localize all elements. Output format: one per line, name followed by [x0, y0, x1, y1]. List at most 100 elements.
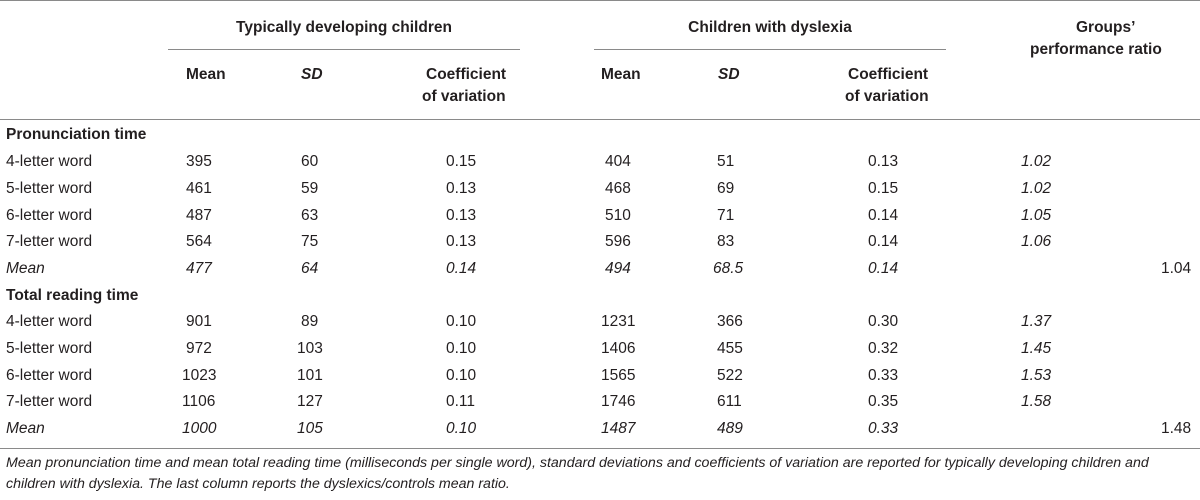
td-mean-cell: 972	[186, 340, 212, 357]
group2-underline	[594, 49, 946, 50]
header-td-mean: Mean	[186, 66, 226, 83]
dys-sd-cell: 51	[717, 153, 735, 170]
td-sd-cell: 64	[301, 260, 319, 277]
row-label: 4-letter word	[6, 153, 93, 170]
row-label: 7-letter word	[6, 233, 93, 250]
header-typically-developing: Typically developing children	[236, 19, 452, 36]
row-label: 6-letter word	[6, 367, 93, 384]
td-mean-cell: 487	[186, 207, 212, 224]
dys-cv-cell: 0.35	[868, 393, 899, 410]
td-cv-cell: 0.10	[446, 313, 477, 330]
td-mean-cell: 1106	[182, 393, 216, 410]
dys-mean-cell: 468	[605, 180, 631, 197]
dys-sd-cell: 71	[717, 207, 735, 224]
dys-sd-cell: 455	[717, 340, 743, 357]
ratio-cell: 1.06	[1021, 233, 1052, 250]
ratio-cell: 1.37	[1021, 313, 1052, 330]
dys-sd-cell: 83	[717, 233, 735, 250]
td-sd-cell: 75	[301, 233, 319, 250]
ratio-cell: 1.58	[1021, 393, 1052, 410]
dys-sd-cell: 366	[717, 313, 743, 330]
dys-mean-cell: 1565	[601, 367, 636, 384]
ratio-cell: 1.05	[1021, 207, 1052, 224]
td-sd-cell: 105	[297, 420, 323, 437]
td-sd-cell: 59	[301, 180, 319, 197]
dys-mean-cell: 1231	[601, 313, 636, 330]
dys-sd-cell: 611	[717, 393, 742, 410]
td-cv-cell: 0.10	[446, 420, 477, 437]
section-title-pronunciation: Pronunciation time	[6, 126, 147, 143]
dys-mean-cell: 510	[605, 207, 631, 224]
header-bottom-rule	[0, 119, 1200, 120]
header-dys-cv-line2: of variation	[845, 88, 929, 105]
row-label: 4-letter word	[6, 313, 93, 330]
dys-mean-cell: 494	[605, 260, 631, 277]
top-rule	[0, 0, 1200, 1]
dys-cv-cell: 0.30	[868, 313, 899, 330]
td-sd-cell: 103	[297, 340, 323, 357]
row-label: 7-letter word	[6, 393, 93, 410]
ratio-cell: 1.02	[1021, 153, 1052, 170]
ratio-cell: 1.02	[1021, 180, 1052, 197]
dys-sd-cell: 522	[717, 367, 743, 384]
td-cv-cell: 0.13	[446, 207, 477, 224]
row-label: 6-letter word	[6, 207, 93, 224]
header-dys-sd: SD	[718, 66, 740, 83]
row-label: 5-letter word	[6, 340, 93, 357]
dys-sd-cell: 489	[717, 420, 743, 437]
row-label: Mean	[6, 420, 45, 437]
table-bottom-rule	[0, 448, 1200, 449]
td-mean-cell: 1000	[182, 420, 217, 437]
header-td-cv-line1: Coefficient	[426, 66, 507, 83]
header-dys-cv-line1: Coefficient	[848, 66, 929, 83]
dys-mean-cell: 1406	[601, 340, 636, 357]
td-cv-cell: 0.13	[446, 233, 477, 250]
td-mean-cell: 395	[186, 153, 212, 170]
dys-sd-cell: 69	[717, 180, 735, 197]
td-cv-cell: 0.14	[446, 260, 477, 277]
header-dys-mean: Mean	[601, 66, 641, 83]
ratio-cell: 1.45	[1021, 340, 1052, 357]
td-sd-cell: 60	[301, 153, 319, 170]
td-cv-cell: 0.10	[446, 367, 477, 384]
group1-underline	[168, 49, 520, 50]
header-ratio-line1: Groups’	[1076, 19, 1136, 36]
dys-cv-cell: 0.33	[868, 367, 899, 384]
td-cv-cell: 0.10	[446, 340, 477, 357]
td-sd-cell: 63	[301, 207, 319, 224]
dys-sd-cell: 68.5	[713, 260, 744, 277]
td-mean-cell: 477	[186, 260, 212, 277]
dys-mean-cell: 596	[605, 233, 631, 250]
header-td-cv-line2: of variation	[422, 88, 506, 105]
td-mean-cell: 1023	[182, 367, 217, 384]
row-label: Mean	[6, 260, 45, 277]
header-dyslexia: Children with dyslexia	[688, 19, 852, 36]
overall-ratio-cell: 1.04	[1161, 260, 1192, 277]
overall-ratio-cell: 1.48	[1161, 420, 1192, 437]
section-title-total-reading: Total reading time	[6, 287, 139, 304]
td-sd-cell: 127	[297, 393, 323, 410]
row-label: 5-letter word	[6, 180, 93, 197]
td-mean-cell: 564	[186, 233, 212, 250]
td-cv-cell: 0.11	[446, 393, 476, 410]
header-ratio-line2: performance ratio	[1030, 41, 1162, 58]
ratio-cell: 1.53	[1021, 367, 1052, 384]
dys-mean-cell: 1487	[601, 420, 636, 437]
dys-cv-cell: 0.14	[868, 233, 899, 250]
dys-mean-cell: 1746	[601, 393, 636, 410]
dys-cv-cell: 0.14	[868, 260, 899, 277]
dys-cv-cell: 0.33	[868, 420, 899, 437]
td-mean-cell: 901	[186, 313, 212, 330]
dys-cv-cell: 0.15	[868, 180, 899, 197]
dys-cv-cell: 0.13	[868, 153, 899, 170]
td-cv-cell: 0.15	[446, 153, 477, 170]
td-cv-cell: 0.13	[446, 180, 477, 197]
td-mean-cell: 461	[186, 180, 212, 197]
td-sd-cell: 89	[301, 313, 319, 330]
dys-mean-cell: 404	[605, 153, 631, 170]
dys-cv-cell: 0.14	[868, 207, 899, 224]
dys-cv-cell: 0.32	[868, 340, 899, 357]
header-td-sd: SD	[301, 66, 323, 83]
td-sd-cell: 101	[297, 367, 323, 384]
